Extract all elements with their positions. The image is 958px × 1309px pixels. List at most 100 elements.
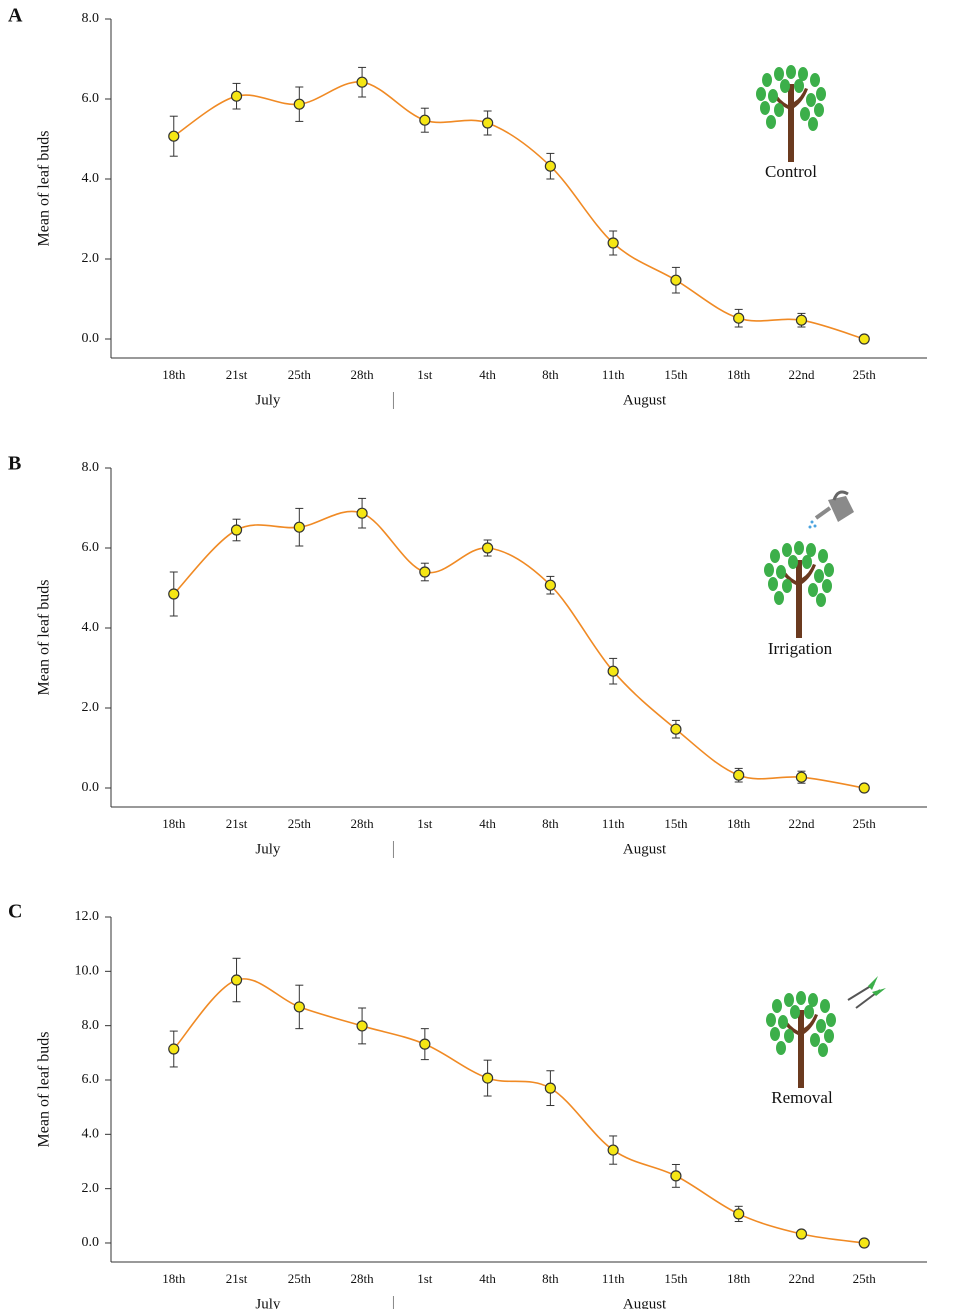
x-tick-label: 4th [479, 1271, 496, 1286]
x-tick-label: 15th [664, 367, 688, 382]
y-tick-label: 6.0 [82, 91, 100, 106]
data-point [356, 76, 368, 88]
x-tick-label: 22nd [788, 1271, 815, 1286]
data-point [230, 974, 243, 986]
data-point [230, 90, 243, 102]
y-tick-label: 4.0 [82, 620, 100, 635]
data-point [544, 160, 556, 172]
x-tick-label: 21st [226, 816, 248, 831]
y-tick-label: 2.0 [82, 700, 100, 715]
data-point [607, 237, 619, 249]
x-tick-label: 18th [162, 367, 186, 382]
data-point [670, 274, 682, 286]
data-point [795, 1228, 808, 1240]
annotation: Irrigation [768, 639, 833, 658]
x-tick-label: 18th [727, 367, 751, 382]
series-line [173, 978, 865, 1244]
y-tick-label: 0.0 [82, 1235, 100, 1250]
x-tick-label: 11th [602, 1271, 625, 1286]
data-point [293, 521, 305, 533]
y-tick-label: 4.0 [82, 171, 100, 186]
data-point [858, 1237, 870, 1249]
x-tick-label: 25th [853, 816, 877, 831]
x-tick-label: 18th [162, 1271, 186, 1286]
y-tick-label: 6.0 [82, 540, 100, 555]
x-tick-label: 25th [288, 1271, 312, 1286]
panel-label: B [8, 453, 21, 475]
x-tick-label: 15th [664, 1271, 688, 1286]
data-point [670, 723, 682, 735]
x-tick-label: 4th [479, 367, 496, 382]
y-tick-label: 0.0 [82, 780, 100, 795]
shears-icon [847, 976, 886, 1009]
x-tick-label: 15th [664, 816, 688, 831]
annotation: Control [765, 162, 817, 181]
x-tick-label: 22nd [788, 367, 815, 382]
y-axis-label: Mean of leaf buds [36, 1032, 53, 1148]
y-tick-label: 8.0 [82, 460, 100, 475]
data-point [356, 507, 368, 519]
data-point [168, 1043, 180, 1055]
data-point [419, 1038, 431, 1050]
tree-icon [766, 991, 836, 1088]
x-tick-label: 8th [542, 816, 559, 831]
data-point [482, 1072, 494, 1084]
data-point [168, 588, 180, 600]
data-point [795, 771, 808, 783]
data-point [733, 769, 745, 781]
x-tick-label: 28th [351, 1271, 375, 1286]
data-point [293, 98, 305, 110]
y-tick-label: 4.0 [82, 1127, 100, 1142]
panel-label: C [8, 901, 22, 923]
x-tick-label: 25th [288, 816, 312, 831]
group-label: August [623, 392, 667, 408]
data-point [419, 114, 431, 126]
data-point [356, 1020, 368, 1032]
y-tick-label: 2.0 [82, 251, 100, 266]
x-tick-label: 25th [288, 367, 312, 382]
x-tick-label: 4th [479, 816, 496, 831]
data-point [670, 1170, 682, 1182]
x-tick-label: 25th [853, 367, 877, 382]
tree-icon [764, 541, 834, 638]
y-axis-label: Mean of leaf buds [36, 580, 53, 696]
y-tick-label: 0.0 [82, 331, 100, 346]
watering-can-icon [808, 490, 854, 529]
series-line [173, 510, 865, 789]
series-line [173, 81, 865, 340]
x-tick-label: 18th [727, 816, 751, 831]
annotation: Removal [771, 1088, 833, 1107]
group-label: July [255, 392, 281, 408]
data-point [168, 130, 180, 142]
x-tick-label: 8th [542, 367, 559, 382]
x-tick-label: 22nd [788, 816, 815, 831]
data-point [733, 1208, 745, 1220]
tree-icon [756, 65, 826, 162]
data-point [544, 579, 556, 591]
group-label: July [255, 841, 281, 857]
data-point [482, 117, 494, 129]
x-tick-label: 1st [417, 816, 433, 831]
data-point [607, 1144, 619, 1156]
data-point [858, 782, 870, 794]
x-tick-label: 28th [351, 367, 375, 382]
x-tick-label: 18th [162, 816, 186, 831]
y-tick-label: 12.0 [75, 909, 100, 924]
x-tick-label: 21st [226, 1271, 248, 1286]
x-tick-label: 11th [602, 816, 625, 831]
data-point [293, 1001, 305, 1013]
y-axis-label: Mean of leaf buds [36, 131, 53, 247]
data-point [544, 1082, 556, 1094]
data-point [795, 314, 808, 326]
data-point [419, 566, 431, 578]
panel-label: A [8, 5, 23, 27]
x-tick-label: 8th [542, 1271, 559, 1286]
data-point [858, 333, 870, 345]
x-tick-label: 25th [853, 1271, 877, 1286]
y-tick-label: 8.0 [82, 1018, 100, 1033]
x-tick-label: 11th [602, 367, 625, 382]
x-tick-label: 18th [727, 1271, 751, 1286]
y-tick-label: 6.0 [82, 1072, 100, 1087]
